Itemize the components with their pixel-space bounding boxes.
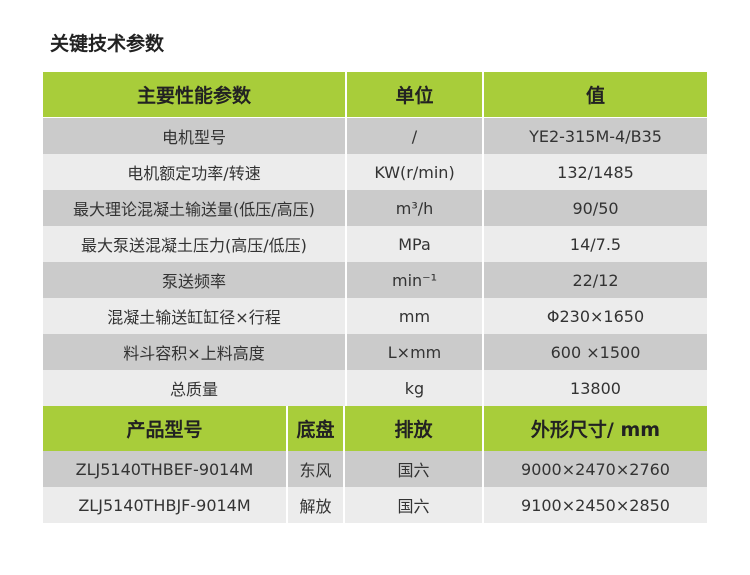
table-row: 最大泵送混凝土压力(高压/低压) MPa 14/7.5 <box>43 226 707 262</box>
table-cell: 料斗容积×上料高度 <box>43 334 345 370</box>
table-cell: ZLJ5140THBEF-9014M <box>43 451 286 487</box>
table-cell: 90/50 <box>484 190 707 226</box>
table-row: 料斗容积×上料高度 L×mm 600 ×1500 <box>43 334 707 370</box>
header-cell: 排放 <box>345 406 482 451</box>
header-cell: 值 <box>484 72 707 117</box>
table-cell: MPa <box>347 226 482 262</box>
table-cell: 电机型号 <box>43 118 345 154</box>
header-cell: 单位 <box>347 72 482 117</box>
table-cell: / <box>347 118 482 154</box>
table-cell: 132/1485 <box>484 154 707 190</box>
table-cell: 600 ×1500 <box>484 334 707 370</box>
table-cell: 电机额定功率/转速 <box>43 154 345 190</box>
table-row: 泵送频率 min⁻¹ 22/12 <box>43 262 707 298</box>
table-cell: 国六 <box>345 487 482 523</box>
table-row: 电机型号 / YE2-315M-4/B35 <box>43 118 707 154</box>
table-cell: 最大泵送混凝土压力(高压/低压) <box>43 226 345 262</box>
header-cell: 主要性能参数 <box>43 72 345 117</box>
table-cell: mm <box>347 298 482 334</box>
table-cell: 14/7.5 <box>484 226 707 262</box>
table-row: ZLJ5140THBJF-9014M 解放 国六 9100×2450×2850 <box>43 487 707 523</box>
table-row: 最大理论混凝土输送量(低压/高压) m³/h 90/50 <box>43 190 707 226</box>
table-row: ZLJ5140THBEF-9014M 东风 国六 9000×2470×2760 <box>43 451 707 487</box>
table-cell: ZLJ5140THBJF-9014M <box>43 487 286 523</box>
table-cell: 东风 <box>288 451 343 487</box>
models-header-row: 产品型号 底盘 排放 外形尺寸/ mm <box>43 406 707 451</box>
table-cell: 泵送频率 <box>43 262 345 298</box>
table-cell: KW(r/min) <box>347 154 482 190</box>
header-cell: 外形尺寸/ mm <box>484 406 707 451</box>
table-row: 总质量 kg 13800 <box>43 370 707 406</box>
table-cell: min⁻¹ <box>347 262 482 298</box>
table-cell: Φ230×1650 <box>484 298 707 334</box>
table-cell: 最大理论混凝土输送量(低压/高压) <box>43 190 345 226</box>
table-cell: 解放 <box>288 487 343 523</box>
table-cell: m³/h <box>347 190 482 226</box>
specs-table: 主要性能参数 单位 值 电机型号 / YE2-315M-4/B35 电机额定功率/转速… <box>43 72 707 523</box>
table-row: 电机额定功率/转速 KW(r/min) 132/1485 <box>43 154 707 190</box>
table-row: 混凝土输送缸缸径×行程 mm Φ230×1650 <box>43 298 707 334</box>
table-cell: 混凝土输送缸缸径×行程 <box>43 298 345 334</box>
table-cell: 总质量 <box>43 370 345 406</box>
table-cell: kg <box>347 370 482 406</box>
table-cell: 9000×2470×2760 <box>484 451 707 487</box>
table-cell: 22/12 <box>484 262 707 298</box>
table-cell: L×mm <box>347 334 482 370</box>
table-cell: 13800 <box>484 370 707 406</box>
params-header-row: 主要性能参数 单位 值 <box>43 72 707 117</box>
table-cell: 国六 <box>345 451 482 487</box>
header-cell: 底盘 <box>288 406 343 451</box>
table-cell: YE2-315M-4/B35 <box>484 118 707 154</box>
table-cell: 9100×2450×2850 <box>484 487 707 523</box>
header-cell: 产品型号 <box>43 406 286 451</box>
section-title: 关键技术参数 <box>50 33 165 55</box>
